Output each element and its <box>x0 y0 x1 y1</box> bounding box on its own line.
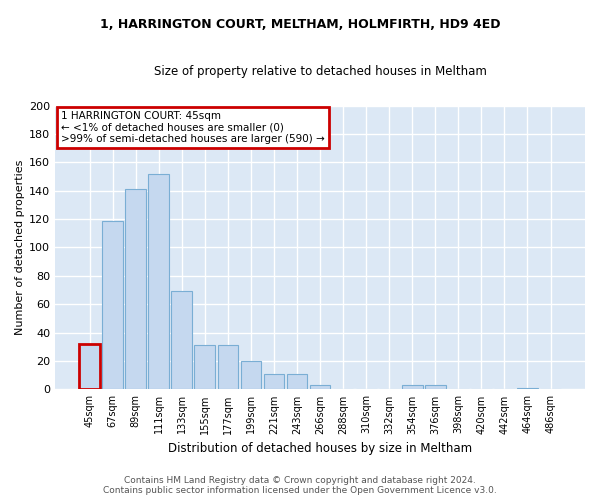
Bar <box>402 385 422 390</box>
Bar <box>148 174 169 390</box>
Bar <box>310 385 331 390</box>
Bar <box>425 385 446 390</box>
Bar <box>241 361 262 390</box>
Bar <box>287 374 307 390</box>
Bar <box>172 292 192 390</box>
Text: Contains HM Land Registry data © Crown copyright and database right 2024.
Contai: Contains HM Land Registry data © Crown c… <box>103 476 497 495</box>
Bar <box>263 374 284 390</box>
Bar <box>79 344 100 390</box>
Text: 1 HARRINGTON COURT: 45sqm
← <1% of detached houses are smaller (0)
>99% of semi-: 1 HARRINGTON COURT: 45sqm ← <1% of detac… <box>61 111 325 144</box>
Bar <box>517 388 538 390</box>
Y-axis label: Number of detached properties: Number of detached properties <box>15 160 25 335</box>
Bar <box>218 346 238 390</box>
Title: Size of property relative to detached houses in Meltham: Size of property relative to detached ho… <box>154 65 487 78</box>
Text: 1, HARRINGTON COURT, MELTHAM, HOLMFIRTH, HD9 4ED: 1, HARRINGTON COURT, MELTHAM, HOLMFIRTH,… <box>100 18 500 30</box>
Bar <box>125 190 146 390</box>
Bar <box>194 346 215 390</box>
X-axis label: Distribution of detached houses by size in Meltham: Distribution of detached houses by size … <box>168 442 472 455</box>
Bar <box>102 220 123 390</box>
